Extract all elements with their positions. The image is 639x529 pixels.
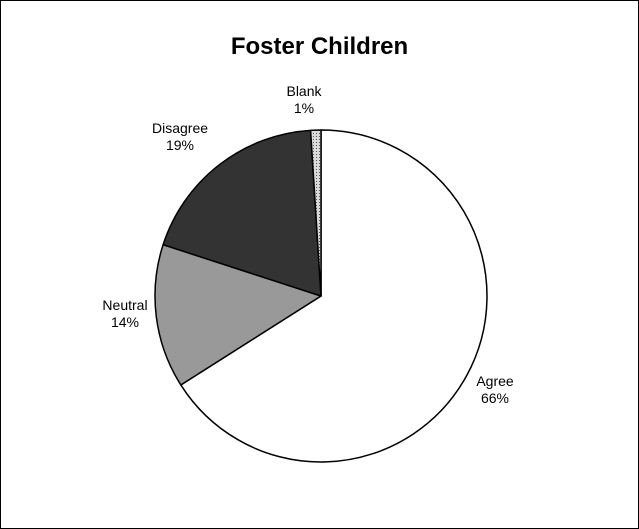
pie-slice-disagree bbox=[162, 129, 322, 297]
pie-slice-neutral bbox=[154, 243, 322, 386]
slice-label-neutral: Neutral 14% bbox=[102, 297, 147, 331]
slice-name-disagree: Disagree bbox=[151, 120, 209, 136]
slice-name-blank: Blank bbox=[286, 83, 322, 99]
slice-percent-disagree: 19% bbox=[165, 137, 195, 153]
slice-label-disagree: Disagree 19% bbox=[152, 120, 208, 154]
chart-title: Foster Children bbox=[230, 33, 409, 60]
slice-label-agree: Agree 66% bbox=[476, 373, 513, 407]
pie-slice-blank bbox=[309, 129, 322, 297]
slice-percent-blank: 1% bbox=[293, 100, 315, 116]
slice-name-neutral: Neutral bbox=[102, 297, 148, 313]
slice-percent-neutral: 14% bbox=[110, 314, 140, 330]
pie-slice-agree bbox=[180, 129, 488, 463]
slice-percent-agree: 66% bbox=[480, 390, 510, 406]
slice-label-blank: Blank 1% bbox=[286, 83, 321, 117]
slice-name-agree: Agree bbox=[476, 373, 514, 389]
